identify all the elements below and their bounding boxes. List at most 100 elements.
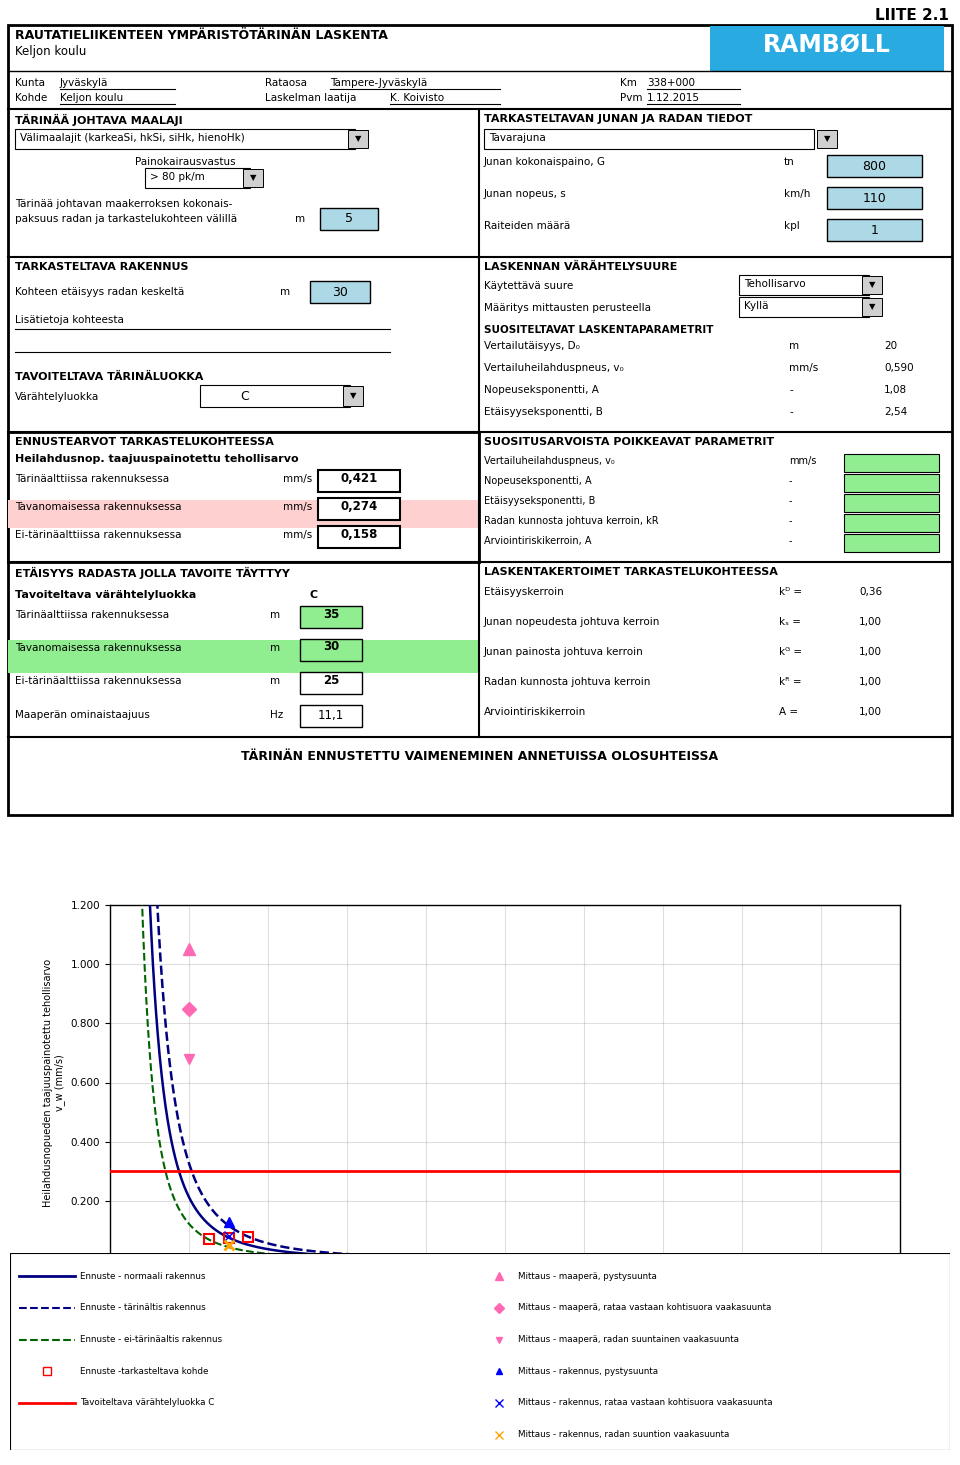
Text: 2,54: 2,54 [884, 407, 907, 418]
Text: Käytettävä suure: Käytettävä suure [484, 281, 573, 292]
Text: m: m [270, 609, 280, 620]
Text: mm/s: mm/s [789, 363, 818, 374]
Ennuste - ei-tärinäaltis rakennus [469, 1251, 481, 1269]
Text: TAVOITELTAVA TÄRINÄLUOKKA: TAVOITELTAVA TÄRINÄLUOKKA [15, 372, 204, 382]
Text: ▼: ▼ [869, 280, 876, 290]
Text: 30: 30 [323, 640, 339, 653]
Text: Mittaus - maaperä, pystysuunta: Mittaus - maaperä, pystysuunta [517, 1272, 657, 1280]
Text: -: - [789, 385, 793, 396]
Text: Mittaus - maaperä, rataa vastaan kohtisuora vaakasuunta: Mittaus - maaperä, rataa vastaan kohtisu… [517, 1304, 771, 1313]
Text: K. Koivisto: K. Koivisto [390, 92, 444, 103]
Text: 30: 30 [332, 286, 348, 299]
Text: Tavoiteltava värähtelyluokka: Tavoiteltava värähtelyluokka [15, 590, 196, 601]
Text: 35: 35 [323, 608, 339, 621]
Text: 110: 110 [863, 192, 886, 205]
Text: ▼: ▼ [824, 135, 830, 144]
Bar [8, 25, 952, 815]
Text: Tavarajuna: Tavarajuna [489, 133, 545, 144]
Text: -: - [789, 476, 793, 486]
Text: kᴿ =: kᴿ = [779, 677, 802, 687]
Bar [862, 275, 882, 294]
Text: 0,36: 0,36 [859, 587, 882, 598]
X-axis label: Etäisyys raiteesta (m): Etäisyys raiteesta (m) [444, 1285, 566, 1295]
Text: Junan painosta johtuva kerroin: Junan painosta johtuva kerroin [484, 648, 644, 656]
Text: 5: 5 [345, 212, 353, 226]
Text: SUOSITELTAVAT LASKENTAPARAMETRIT: SUOSITELTAVAT LASKENTAPARAMETRIT [484, 325, 713, 335]
Bar [318, 470, 400, 492]
Text: kᴰ =: kᴰ = [779, 587, 803, 598]
Text: mm/s: mm/s [283, 475, 312, 483]
Text: Raiteiden määrä: Raiteiden määrä [484, 221, 570, 231]
Text: kpl: kpl [784, 221, 800, 231]
Text: LASKENNAN VÄRÄHTELYSUURE: LASKENNAN VÄRÄHTELYSUURE [484, 262, 678, 272]
Text: kᴳ =: kᴳ = [779, 648, 803, 656]
Text: Hz: Hz [270, 711, 283, 719]
Text: Tärinäalttiissa rakennuksessa: Tärinäalttiissa rakennuksessa [15, 475, 169, 483]
Text: Vertailuheilahduspneus, v₀: Vertailuheilahduspneus, v₀ [484, 456, 614, 466]
Text: Radan kunnosta johtuva kerroin: Radan kunnosta johtuva kerroin [484, 677, 650, 687]
Text: Jyväskylä: Jyväskylä [60, 78, 108, 88]
Ennuste - normaali rakennus [727, 1251, 738, 1269]
Bar [318, 526, 400, 548]
Text: Nopeuseksponentti, A: Nopeuseksponentti, A [484, 476, 591, 486]
Text: tn: tn [784, 157, 795, 167]
Y-axis label: Heilahdusnopueden taajuuspainotettu tehollisarvo
v_w (mm/s): Heilahdusnopueden taajuuspainotettu teho… [42, 958, 65, 1207]
Ennuste - tärinältis rakennus [895, 1251, 906, 1269]
Ennuste - normaali rakennus [895, 1251, 906, 1269]
Ennuste - normaali rakennus [871, 1251, 882, 1269]
Text: 1,00: 1,00 [859, 677, 882, 687]
Text: SUOSITUSARVOISTA POIKKEAVAT PARAMETRIT: SUOSITUSARVOISTA POIKKEAVAT PARAMETRIT [484, 437, 774, 447]
Text: 1,00: 1,00 [859, 617, 882, 627]
Line: Ennuste - ei-tärinäaltis rakennus: Ennuste - ei-tärinäaltis rakennus [114, 520, 900, 1260]
Bar [300, 639, 362, 661]
Text: 0,421: 0,421 [341, 472, 377, 485]
Bar [8, 432, 479, 563]
Bar [739, 297, 869, 316]
Ennuste - tärinältis rakennus [872, 1251, 883, 1269]
Text: kₛ =: kₛ = [779, 617, 801, 627]
Bar [310, 281, 370, 303]
Text: m: m [270, 643, 280, 653]
Text: ▼: ▼ [349, 391, 356, 400]
Text: 0,158: 0,158 [340, 527, 377, 541]
Text: Tavanomaisessa rakennuksessa: Tavanomaisessa rakennuksessa [15, 643, 181, 653]
Text: TARKASTELTAVA RAKENNUS: TARKASTELTAVA RAKENNUS [15, 262, 188, 272]
Text: Junan nopeus, s: Junan nopeus, s [484, 189, 566, 199]
Ennuste - tärinältis rakennus [148, 825, 159, 842]
Text: ENNUSTEARVOT TARKASTELUKOHTEESSA: ENNUSTEARVOT TARKASTELUKOHTEESSA [15, 437, 274, 447]
Text: Keljon koulu: Keljon koulu [60, 92, 123, 103]
Text: ▼: ▼ [250, 173, 256, 183]
Ennuste - tärinältis rakennus [727, 1251, 738, 1269]
Text: Tärinää johtavan maakerroksen kokonais-: Tärinää johtavan maakerroksen kokonais- [15, 199, 232, 209]
Text: Välimaalajit (karkeaSi, hkSi, siHk, hienoHk): Välimaalajit (karkeaSi, hkSi, siHk, hien… [20, 133, 245, 144]
Text: -: - [789, 516, 793, 526]
Text: TARKASTELTAVAN JUNAN JA RADAN TIEDOT: TARKASTELTAVAN JUNAN JA RADAN TIEDOT [484, 114, 753, 125]
Text: m: m [295, 214, 305, 224]
Bar [710, 26, 944, 72]
Bar [844, 494, 939, 511]
Bar [8, 500, 479, 527]
Text: Ennuste - ei-tärinäaltis rakennus: Ennuste - ei-tärinäaltis rakennus [80, 1335, 223, 1343]
Text: m: m [270, 675, 280, 686]
Text: > 80 pk/m: > 80 pk/m [150, 171, 204, 182]
Text: LASKENTAKERTOIMET TARKASTELUKOHTEESSA: LASKENTAKERTOIMET TARKASTELUKOHTEESSA [484, 567, 778, 577]
Bar [243, 168, 263, 188]
Text: mm/s: mm/s [283, 502, 312, 511]
Ennuste - ei-tärinäaltis rakennus [108, 511, 120, 529]
Text: Kohde: Kohde [15, 92, 47, 103]
Text: Radan kunnosta johtuva kerroin, kR: Radan kunnosta johtuva kerroin, kR [484, 516, 659, 526]
Text: Arviointiriskikerroin: Arviointiriskikerroin [484, 708, 587, 716]
Text: Ei-tärinäalttiissa rakennuksessa: Ei-tärinäalttiissa rakennuksessa [15, 530, 181, 541]
Text: -: - [789, 407, 793, 418]
Text: Maaperän ominaistaajuus: Maaperän ominaistaajuus [15, 711, 150, 719]
Bar [15, 129, 355, 149]
Text: C: C [310, 590, 318, 601]
Text: 0,590: 0,590 [884, 363, 914, 374]
Ennuste - normaali rakennus [108, 511, 120, 529]
Ennuste - normaali rakennus [872, 1251, 883, 1269]
Text: Ennuste - normaali rakennus: Ennuste - normaali rakennus [80, 1272, 205, 1280]
Text: Tampere-Jyväskylä: Tampere-Jyväskylä [330, 78, 427, 88]
Ennuste - ei-tärinäaltis rakennus [148, 1091, 159, 1109]
Bar [145, 168, 250, 188]
Text: Mittaus - rakennus, rataa vastaan kohtisuora vaakasuunta: Mittaus - rakennus, rataa vastaan kohtis… [517, 1399, 772, 1408]
